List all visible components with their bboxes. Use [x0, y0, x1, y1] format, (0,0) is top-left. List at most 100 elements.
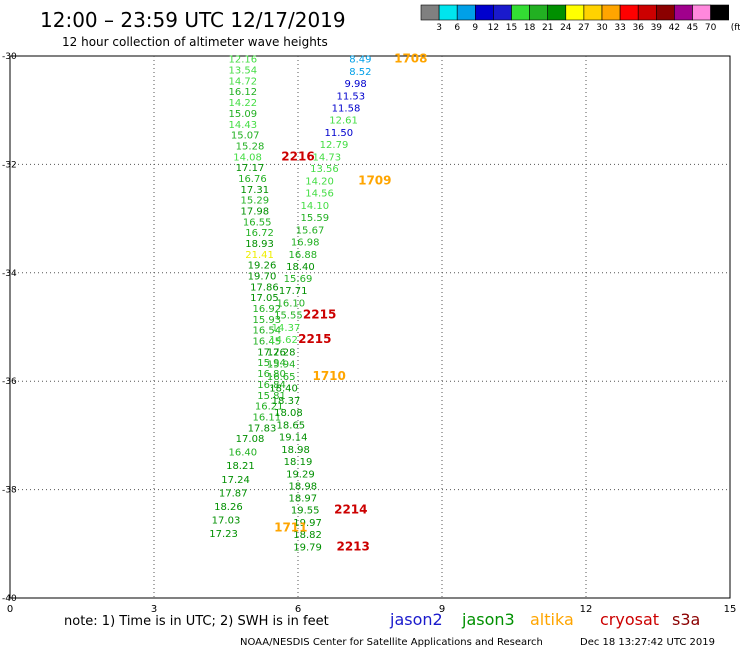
scale-tick-label: 6	[454, 23, 460, 33]
wave-height-value: 18.97	[288, 494, 317, 505]
wave-height-value: 21.41	[245, 250, 274, 261]
scale-tick-label: 24	[560, 23, 572, 33]
wave-height-value: 17.83	[248, 423, 277, 434]
scale-swatch	[674, 4, 693, 21]
scale-tick-label: 42	[669, 23, 680, 33]
track-time-label: 2215	[298, 332, 331, 346]
x-tick-label: 6	[295, 604, 301, 615]
wave-height-value: 17.17	[236, 163, 265, 174]
footer-credit: NOAA/NESDIS Center for Satellite Applica…	[240, 637, 543, 648]
wave-height-value: 18.93	[245, 239, 274, 250]
scale-tick-label: 30	[596, 23, 608, 33]
scale-swatch	[420, 4, 440, 21]
wave-height-value: 18.19	[284, 457, 313, 468]
wave-height-value: 15.07	[231, 131, 260, 142]
wave-height-value: 8.52	[349, 67, 371, 78]
scale-swatch	[601, 4, 621, 21]
y-tick-label: -30	[2, 52, 17, 62]
wave-height-value: 19.55	[291, 506, 320, 517]
wave-height-value: 15.67	[296, 225, 325, 236]
wave-height-value: 8.49	[349, 55, 371, 66]
track-time-label: 1708	[394, 52, 427, 66]
y-tick-label: -38	[2, 486, 17, 496]
wave-height-value: 18.21	[226, 461, 255, 472]
track-time-label: 2213	[336, 540, 369, 554]
wave-height-value: 12.79	[320, 140, 349, 151]
scale-swatch	[583, 4, 603, 21]
wave-height-value: 19.26	[248, 261, 277, 272]
wave-height-value: 17.23	[209, 529, 238, 540]
wave-height-value: 19.29	[286, 469, 315, 480]
scale-swatch	[637, 4, 657, 21]
wave-height-value: 17.03	[212, 515, 241, 526]
scale-swatch	[710, 4, 729, 21]
wave-height-value: 17.08	[236, 434, 265, 445]
wave-height-value: 16.72	[245, 228, 274, 239]
scale-swatch	[692, 4, 711, 21]
wave-height-value: 17.87	[219, 488, 248, 499]
axis-tick-labels: 0 3 6 9 12 15 -30 -32 -34 -36 -38 -40	[2, 52, 736, 615]
wave-height-value: 16.55	[243, 217, 272, 228]
track-time-label: 1711	[274, 521, 307, 535]
wave-height-value: 18.98	[288, 481, 317, 492]
track-time-label: 2216	[281, 149, 314, 163]
wave-height-value: 13.54	[228, 66, 257, 77]
wave-height-value: 18.40	[286, 262, 315, 273]
scale-swatch	[547, 4, 567, 21]
wave-height-value: 17.05	[250, 293, 279, 304]
wave-height-value: 19.14	[279, 432, 308, 443]
wave-height-value: 14.72	[228, 76, 257, 87]
wave-height-value: 12.16	[228, 55, 257, 66]
wave-height-value: 13.56	[310, 164, 339, 175]
wave-height-value: 16.12	[228, 87, 257, 98]
scale-tick-label: 70	[705, 23, 717, 33]
wave-height-value: 14.62	[269, 335, 298, 346]
wave-height-value: 16.11	[252, 412, 281, 423]
scale-tick-label: 39	[651, 23, 663, 33]
wave-height-value: 15.29	[240, 196, 269, 207]
scale-tick-label: 18	[524, 23, 536, 33]
y-tick-label: -34	[2, 269, 17, 279]
scale-tick-label: 33	[614, 23, 625, 33]
x-tick-label: 12	[580, 604, 593, 615]
wave-height-value: 16.65	[267, 372, 296, 383]
wave-height-value: 15.81	[257, 391, 286, 402]
scale-tick-label: 15	[506, 23, 517, 33]
wave-height-value: 15.69	[284, 274, 313, 285]
wave-height-value: 18.98	[281, 445, 310, 456]
wave-height-value: 15.93	[252, 315, 281, 326]
y-tick-label: -40	[2, 594, 17, 604]
wave-height-value: 15.28	[236, 141, 265, 152]
wave-height-value: 15.55	[274, 311, 303, 322]
wave-height-value: 14.56	[305, 189, 334, 200]
scale-tick-label: 12	[488, 23, 499, 33]
wave-height-value: 11.58	[332, 103, 361, 114]
plot-frame	[9, 55, 731, 599]
x-tick-label: 9	[439, 604, 445, 615]
wave-height-value: 14.73	[312, 152, 341, 163]
wave-height-value: 18.65	[276, 421, 305, 432]
scale-tick-label: 27	[578, 23, 589, 33]
track-time-label: 1709	[358, 174, 391, 188]
wave-height-value: 14.22	[228, 98, 257, 109]
wave-height-value: 16.80	[257, 369, 286, 380]
wave-height-value: 17.28	[267, 347, 296, 358]
wave-height-value: 17.98	[240, 206, 269, 217]
x-tick-label: 0	[7, 604, 13, 615]
scale-tick-label: 3	[436, 23, 442, 33]
wave-height-value: 16.92	[252, 304, 281, 315]
track-legend-jason3: jason3	[461, 610, 515, 629]
wave-height-value: 17.24	[221, 475, 250, 486]
wave-height-value: 19.79	[293, 543, 322, 554]
y-tick-label: -32	[2, 160, 17, 170]
track-time-label: 1710	[312, 369, 345, 383]
scale-tick-label: 9	[472, 23, 478, 33]
wave-height-value: 14.37	[272, 323, 301, 334]
scale-swatch	[565, 4, 585, 21]
wave-height-value: 17.86	[250, 282, 279, 293]
wave-height-value: 15.09	[228, 109, 257, 120]
wave-height-value: 11.53	[336, 92, 365, 103]
chart-subtitle: 12 hour collection of altimeter wave hei…	[62, 35, 328, 49]
